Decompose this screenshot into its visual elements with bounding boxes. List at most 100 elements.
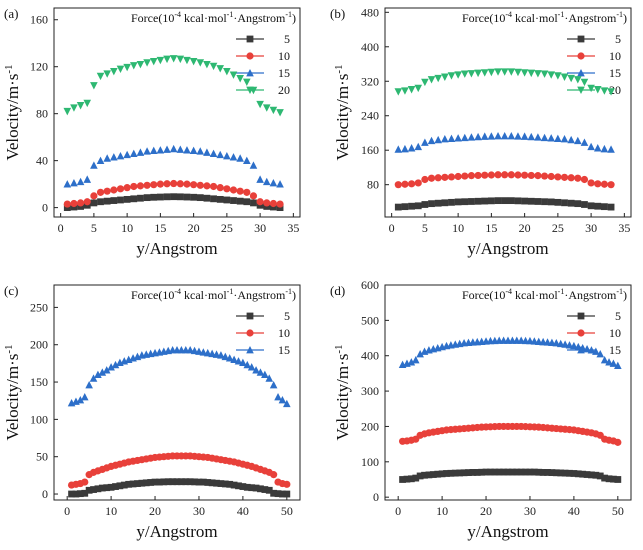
data-point-f5 (265, 486, 273, 494)
data-point-f5 (557, 469, 565, 477)
data-point-f5 (204, 479, 212, 486)
data-point-f15 (186, 345, 194, 354)
data-point-f5 (583, 471, 591, 478)
data-point-f5 (98, 484, 106, 492)
data-point-f5 (501, 197, 509, 205)
data-point-f5 (223, 196, 231, 204)
data-point-f5 (522, 468, 529, 476)
data-point-f15 (561, 340, 569, 348)
data-point-f15 (407, 358, 416, 366)
data-point-f15 (605, 358, 613, 366)
data-point-f20 (243, 78, 251, 86)
data-point-f15 (243, 156, 251, 165)
data-point-f10 (70, 199, 78, 208)
data-point-f10 (574, 174, 582, 182)
data-point-f5 (441, 199, 449, 207)
data-point-f15 (474, 132, 482, 141)
data-point-f5 (408, 202, 415, 210)
data-point-f10 (183, 180, 191, 188)
data-point-f10 (223, 185, 231, 193)
data-point-f10 (474, 171, 482, 180)
data-point-f15 (249, 161, 258, 169)
y-tick-label: 100 (30, 412, 48, 426)
data-point-f5 (123, 195, 131, 203)
data-point-f5 (521, 197, 529, 205)
data-point-f15 (552, 338, 561, 347)
data-point-f5 (261, 486, 269, 493)
data-point-f5 (421, 201, 429, 208)
data-point-f20 (256, 100, 264, 109)
legend-label-20: 20 (278, 83, 290, 97)
data-point-f20 (169, 55, 178, 63)
data-point-f10 (487, 171, 495, 179)
data-point-f5 (541, 198, 548, 206)
data-point-f10 (414, 179, 422, 187)
data-point-f20 (441, 73, 449, 81)
x-tick-label: 35 (618, 221, 630, 235)
data-point-f15 (583, 345, 591, 353)
data-point-f10 (243, 188, 251, 196)
data-point-f5 (182, 478, 190, 486)
data-point-f10 (454, 172, 462, 181)
data-point-f5 (97, 198, 104, 206)
data-point-f5 (239, 483, 247, 490)
data-point-f5 (90, 486, 97, 493)
data-point-f20 (149, 58, 158, 66)
data-point-f5 (594, 202, 602, 210)
data-point-f5 (607, 203, 615, 211)
data-point-f20 (547, 71, 556, 79)
data-point-f15 (565, 341, 574, 349)
data-point-f15 (593, 144, 602, 152)
data-point-f5 (138, 479, 146, 487)
data-point-f5 (399, 476, 406, 483)
x-tick-label: 0 (64, 504, 70, 518)
data-point-f5 (94, 485, 102, 493)
data-point-f15 (169, 144, 178, 153)
data-point-f15 (467, 133, 476, 141)
x-tick-label: 40 (568, 504, 580, 518)
data-point-f15 (163, 145, 171, 153)
data-point-f5 (85, 486, 93, 494)
data-point-f20 (467, 70, 476, 78)
data-point-f5 (428, 200, 435, 208)
data-point-f20 (527, 69, 536, 78)
data-point-f10 (567, 174, 575, 182)
data-point-f15 (103, 154, 111, 162)
data-point-f5 (213, 479, 220, 487)
legend-label-10: 10 (278, 326, 290, 340)
data-point-f15 (252, 366, 260, 374)
data-point-f5 (208, 479, 216, 487)
data-point-f5 (448, 198, 455, 206)
x-tick-label: 30 (524, 504, 536, 518)
data-point-f20 (560, 73, 569, 81)
data-point-f15 (580, 138, 589, 146)
data-point-f15 (85, 381, 93, 389)
data-point-f5 (243, 483, 251, 491)
data-point-f10 (501, 171, 509, 179)
data-point-f5 (539, 469, 547, 476)
legend-label-15: 15 (278, 343, 290, 357)
data-point-f15 (223, 151, 231, 160)
data-point-f15 (607, 145, 615, 153)
data-point-f20 (607, 88, 615, 96)
data-point-f5 (112, 483, 119, 490)
data-point-f5 (173, 478, 181, 486)
data-point-f5 (210, 195, 217, 203)
x-tick-label: 25 (221, 221, 233, 235)
data-point-f5 (142, 479, 150, 487)
data-point-f15 (212, 350, 221, 358)
data-point-f5 (199, 478, 207, 486)
data-point-f15 (547, 134, 556, 142)
data-point-f10 (116, 185, 125, 193)
data-point-f20 (587, 84, 595, 93)
data-point-f15 (401, 144, 409, 153)
data-point-f5 (163, 193, 171, 201)
data-point-f5 (530, 468, 538, 476)
data-point-f5 (605, 475, 613, 483)
data-point-f5 (134, 480, 141, 487)
data-point-f15 (487, 132, 496, 140)
y-tick-label: 250 (30, 300, 48, 314)
data-point-f5 (216, 195, 224, 203)
data-point-f5 (90, 199, 98, 207)
data-point-f10 (461, 172, 469, 180)
